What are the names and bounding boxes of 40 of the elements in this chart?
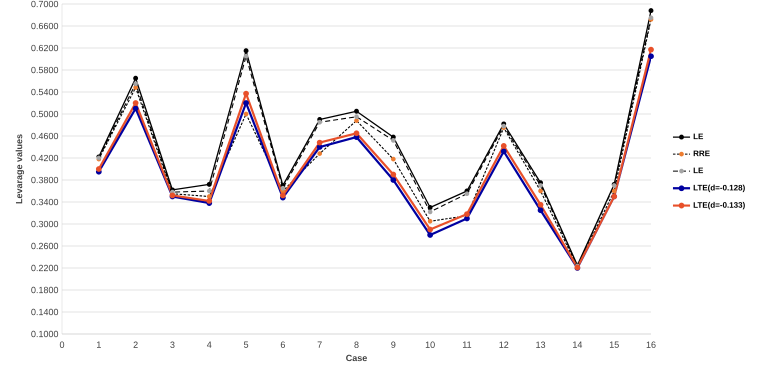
y-tick-label: 0.2600 — [31, 242, 58, 250]
y-tick-label: 0.6200 — [31, 44, 58, 52]
y-tick-label: 0.1000 — [31, 330, 58, 338]
x-tick-label: 9 — [391, 342, 396, 348]
legend-label: LTE(d=-0.128) — [694, 184, 745, 192]
y-tick-label: 0.3800 — [31, 176, 58, 184]
y-tick-label: 0.3000 — [31, 220, 58, 228]
y-tick-label: 0.1400 — [31, 308, 58, 316]
x-tick-label: 13 — [536, 342, 546, 348]
x-axis-title: Case — [346, 354, 367, 362]
x-tick-label: 6 — [280, 342, 285, 348]
x-tick-label: 11 — [462, 342, 472, 348]
y-tick-label: 0.1800 — [31, 286, 58, 294]
x-tick-label: 8 — [354, 342, 359, 348]
y-tick-label: 0.6600 — [31, 22, 58, 30]
legend-label: LTE(d=-0.133) — [694, 202, 745, 210]
x-tick-label: 14 — [573, 342, 582, 348]
x-tick-label: 3 — [170, 342, 175, 348]
y-tick-label: 0.2200 — [31, 264, 58, 272]
y-tick-label: 0.4600 — [31, 132, 58, 140]
y-tick-label: 0.4200 — [31, 154, 58, 162]
x-tick-label: 1 — [97, 342, 101, 348]
x-tick-label: 10 — [426, 342, 435, 348]
y-tick-label: 0.7000 — [31, 0, 58, 8]
legend-label: LE — [694, 168, 704, 174]
x-tick-label: 16 — [646, 342, 656, 348]
y-tick-label: 0.3400 — [31, 198, 58, 206]
x-tick-label: 7 — [318, 342, 322, 348]
x-tick-label: 2 — [134, 342, 138, 348]
legend-label: LE — [694, 134, 704, 140]
y-axis-title: Levarage values — [16, 134, 24, 204]
x-tick-label: 5 — [244, 342, 248, 348]
x-tick-label: 4 — [206, 342, 212, 348]
y-tick-label: 0.5400 — [31, 88, 58, 96]
legend-label: RRE — [694, 150, 710, 156]
x-tick-label: 15 — [610, 342, 619, 348]
x-tick-label: 0 — [60, 342, 64, 348]
y-tick-label: 0.5800 — [31, 66, 58, 74]
x-tick-label: 12 — [499, 342, 508, 348]
y-tick-label: 0.5000 — [31, 110, 58, 118]
